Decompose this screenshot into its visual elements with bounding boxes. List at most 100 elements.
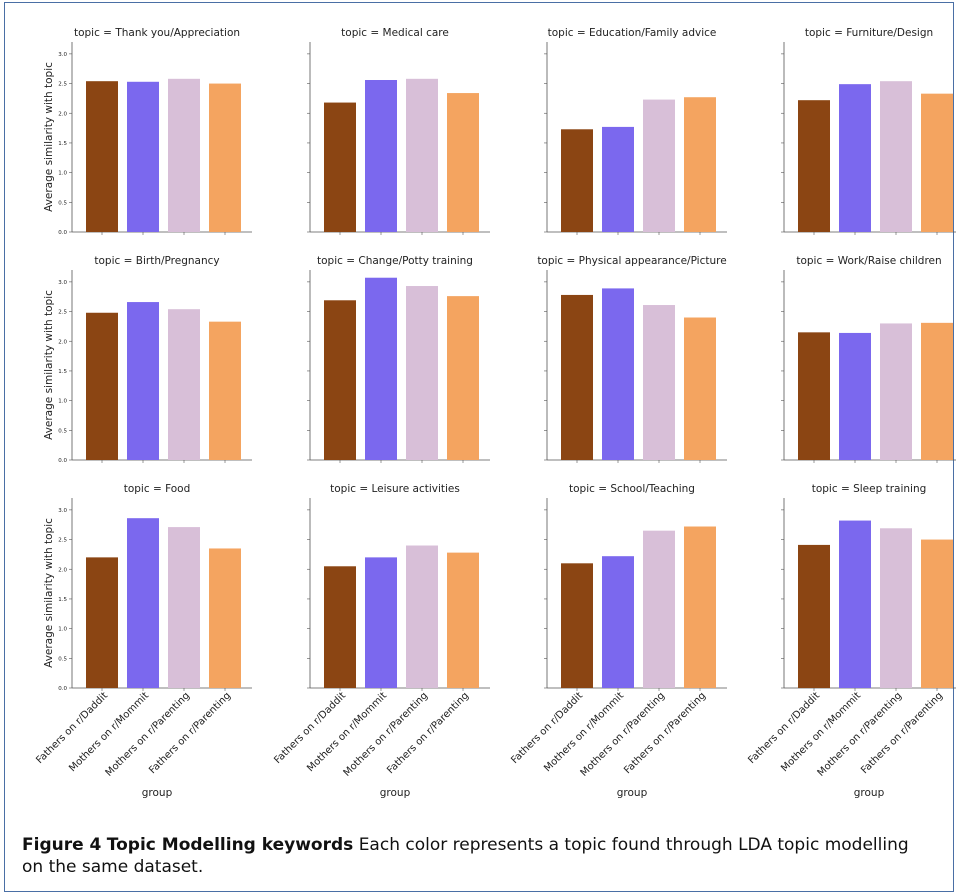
bar bbox=[447, 93, 479, 232]
bar bbox=[324, 102, 356, 232]
x-tick-label: Mothers on r/Mommit bbox=[305, 690, 389, 774]
y-axis-label: Average similarity with topic bbox=[43, 62, 55, 212]
facet-panel: topic = Food 0.0 0.5 1.0 1.5 2.0 2.5 3.0 Fathers… bbox=[34, 483, 252, 799]
bar bbox=[406, 286, 438, 460]
bar bbox=[168, 527, 200, 688]
x-tick-label: Mothers on r/Parenting bbox=[342, 690, 431, 779]
bar bbox=[921, 322, 953, 460]
bar bbox=[561, 563, 593, 688]
facet-panel: topic = Sleep training Fathers on r/Daddi… bbox=[746, 483, 956, 799]
bar bbox=[324, 566, 356, 688]
y-tick-label: 3.0 bbox=[58, 508, 67, 514]
y-tick-label: 3.0 bbox=[58, 52, 67, 58]
panel-title: topic = Change/Potty training bbox=[317, 255, 473, 267]
y-tick-label: 1.5 bbox=[58, 597, 67, 603]
bar bbox=[798, 544, 830, 688]
bar bbox=[209, 548, 241, 688]
y-axis-label: Average similarity with topic bbox=[43, 518, 55, 668]
bar bbox=[880, 323, 912, 460]
bar bbox=[798, 100, 830, 232]
bar bbox=[209, 321, 241, 460]
bar bbox=[168, 78, 200, 232]
bar bbox=[921, 93, 953, 232]
bar bbox=[602, 126, 634, 232]
y-tick-label: 3.0 bbox=[58, 280, 67, 286]
x-tick-label: Mothers on r/Parenting bbox=[816, 690, 905, 779]
panel-title: topic = Food bbox=[124, 483, 191, 495]
bar bbox=[643, 99, 675, 232]
bar bbox=[684, 526, 716, 688]
x-axis-label: group bbox=[380, 787, 411, 799]
panel-title: topic = Furniture/Design bbox=[805, 27, 933, 39]
facet-panel: topic = Furniture/Design bbox=[781, 27, 956, 235]
panel-title: topic = Thank you/Appreciation bbox=[74, 27, 240, 39]
facet-panel: topic = Education/Family advice bbox=[544, 27, 727, 235]
bar bbox=[561, 129, 593, 232]
facet-panel: topic = Birth/Pregnancy 0.0 0.5 1.0 1.5 2.0 2.… bbox=[43, 255, 252, 464]
y-tick-label: 0.5 bbox=[58, 656, 67, 662]
panel-title: topic = Work/Raise children bbox=[796, 255, 941, 267]
bar bbox=[127, 518, 159, 688]
bar bbox=[365, 557, 397, 688]
y-tick-label: 0.0 bbox=[58, 686, 67, 692]
bar bbox=[839, 84, 871, 232]
y-tick-label: 2.5 bbox=[58, 538, 67, 544]
bar bbox=[168, 309, 200, 460]
caption-label: Figure 4 bbox=[22, 835, 102, 855]
facet-panel: topic = School/Teaching Fathers on r/Dadd… bbox=[509, 483, 727, 799]
y-tick-label: 1.0 bbox=[58, 627, 67, 633]
panel-title: topic = Leisure activities bbox=[330, 483, 460, 495]
y-tick-label: 0.0 bbox=[58, 458, 67, 464]
bar bbox=[602, 556, 634, 688]
y-tick-label: 1.5 bbox=[58, 141, 67, 147]
panel-title: topic = Education/Family advice bbox=[548, 27, 717, 39]
y-tick-label: 1.5 bbox=[58, 369, 67, 375]
facet-panel: topic = Change/Potty training bbox=[307, 255, 490, 463]
bar bbox=[839, 332, 871, 460]
x-tick-label: Mothers on r/Mommit bbox=[542, 690, 626, 774]
y-tick-label: 1.0 bbox=[58, 171, 67, 177]
bar bbox=[684, 97, 716, 232]
y-tick-label: 2.0 bbox=[58, 111, 67, 117]
x-tick-label: Fathers on r/Parenting bbox=[622, 690, 708, 776]
bar bbox=[365, 277, 397, 460]
x-tick-label: Fathers on r/Parenting bbox=[859, 690, 945, 776]
bar bbox=[365, 80, 397, 232]
x-axis-label: group bbox=[854, 787, 885, 799]
bar bbox=[643, 530, 675, 688]
bar bbox=[86, 557, 118, 688]
bar bbox=[880, 81, 912, 232]
bar bbox=[684, 317, 716, 460]
bar bbox=[798, 332, 830, 460]
bar bbox=[447, 296, 479, 460]
figure-caption: Figure 4 Topic Modelling keywords Each c… bbox=[22, 834, 922, 878]
facet-panel: topic = Physical appearance/Picture bbox=[537, 255, 727, 463]
y-tick-label: 2.0 bbox=[58, 567, 67, 573]
x-tick-label: Mothers on r/Mommit bbox=[779, 690, 863, 774]
bar bbox=[127, 302, 159, 460]
x-tick-label: Fathers on r/Daddit bbox=[509, 690, 585, 766]
x-axis-label: group bbox=[617, 787, 648, 799]
x-tick-label: Mothers on r/Parenting bbox=[104, 690, 193, 779]
bar bbox=[643, 305, 675, 460]
y-tick-label: 0.5 bbox=[58, 200, 67, 206]
facet-panel: topic = Work/Raise children bbox=[781, 255, 956, 463]
x-tick-label: Fathers on r/Parenting bbox=[385, 690, 471, 776]
bar bbox=[561, 294, 593, 460]
bar bbox=[324, 300, 356, 460]
bar bbox=[839, 520, 871, 688]
y-axis-label: Average similarity with topic bbox=[43, 290, 55, 440]
x-tick-label: Fathers on r/Daddit bbox=[34, 690, 110, 766]
bar bbox=[406, 78, 438, 232]
panel-title: topic = School/Teaching bbox=[569, 483, 695, 495]
bar bbox=[86, 81, 118, 232]
y-tick-label: 1.0 bbox=[58, 399, 67, 405]
x-axis-label: group bbox=[142, 787, 173, 799]
x-tick-label: Fathers on r/Daddit bbox=[746, 690, 822, 766]
panel-title: topic = Medical care bbox=[341, 27, 449, 39]
facet-panel: topic = Leisure activities Fathers on r/D… bbox=[272, 483, 490, 799]
y-tick-label: 2.0 bbox=[58, 339, 67, 345]
y-tick-label: 2.5 bbox=[58, 82, 67, 88]
facet-panel: topic = Thank you/Appreciation 0.0 0.5 1.0 1… bbox=[43, 27, 252, 236]
facet-panel: topic = Medical care bbox=[307, 27, 490, 235]
